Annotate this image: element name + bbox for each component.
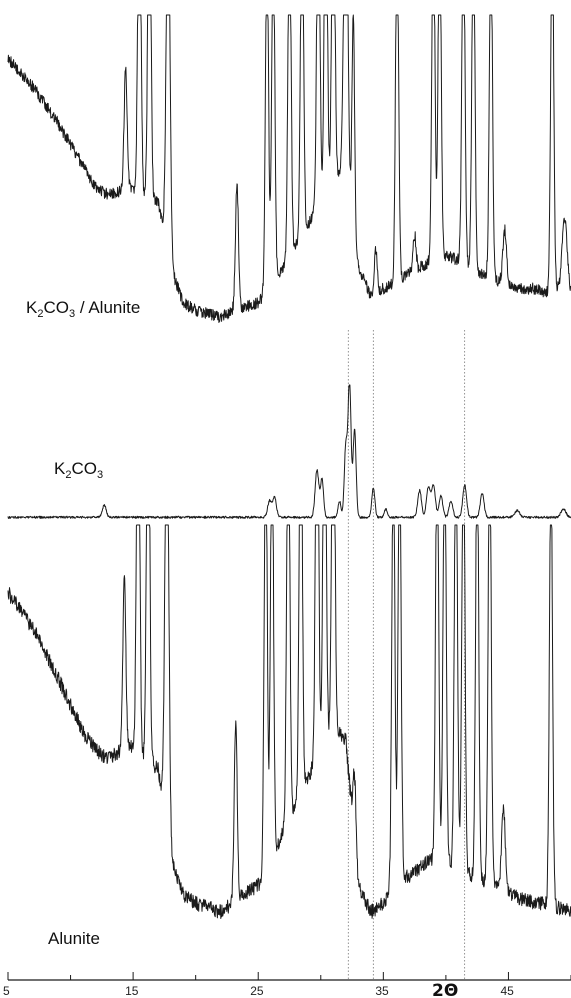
panel-alunite: Alunite — [7, 524, 571, 948]
trace-k2co3 — [7, 384, 571, 519]
x-tick-label: 35 — [375, 984, 389, 998]
series-label-k2co3: K2CO3 — [54, 459, 103, 481]
x-axis: 5 15 25 35 45 2Θ — [3, 972, 571, 998]
x-tick-label: 25 — [250, 984, 264, 998]
x-tick-label: 45 — [500, 984, 514, 998]
x-tick-label: 15 — [125, 984, 139, 998]
panel-k2co3: K2CO3 — [7, 384, 571, 519]
trace-alunite — [7, 524, 571, 919]
x-tick-label: 5 — [3, 984, 10, 998]
x-axis-label: 2Θ — [432, 981, 458, 998]
reference-lines — [347, 330, 466, 980]
trace-k2co3-alunite — [7, 14, 571, 323]
series-label-alunite: Alunite — [48, 929, 100, 948]
x-ticks: 5 15 25 35 45 — [3, 972, 571, 998]
panel-k2co3-alunite: K2CO3 / Alunite — [7, 14, 571, 323]
series-label-k2co3-alunite: K2CO3 / Alunite — [26, 298, 140, 320]
